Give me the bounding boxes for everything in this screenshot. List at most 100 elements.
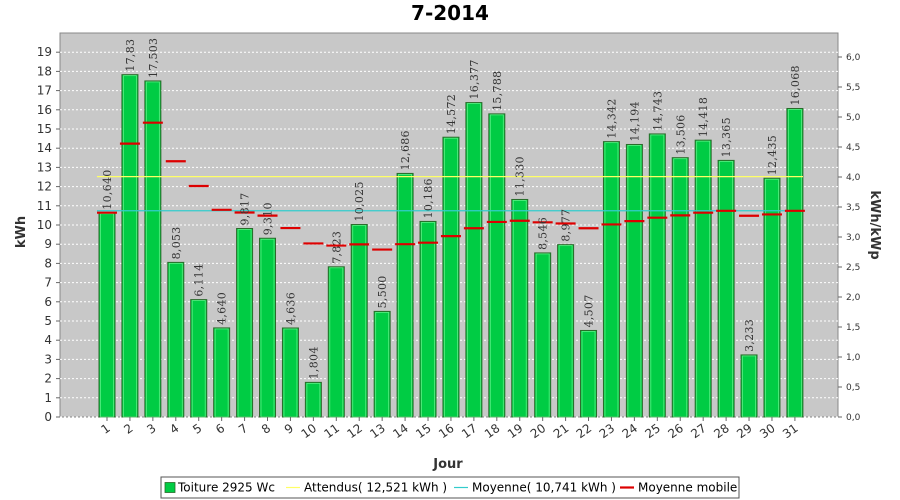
y2-tick-label: 5,5 (846, 83, 860, 93)
bar (488, 113, 506, 418)
y-tick-label: 9 (44, 237, 52, 251)
y2-tick-label: 0,5 (846, 383, 860, 393)
data-label: 7,823 (330, 231, 343, 264)
bar (580, 329, 598, 418)
x-tick-label: 26 (665, 421, 686, 441)
y2-tick-label: 0,0 (846, 413, 861, 423)
x-tick-label: 20 (528, 421, 549, 441)
data-label: 4,640 (216, 292, 229, 325)
data-label: 13,365 (720, 117, 733, 157)
x-tick-label: 15 (413, 421, 434, 441)
x-tick-label: 25 (642, 421, 663, 441)
bar (534, 252, 552, 418)
bar (694, 139, 712, 418)
x-tick-label: 6 (213, 421, 227, 437)
bar (465, 102, 483, 418)
y-tick-label: 8 (44, 256, 52, 270)
x-tick-label: 14 (390, 421, 411, 441)
bar (602, 141, 620, 418)
data-label: 5,500 (376, 275, 389, 308)
bar (121, 74, 139, 418)
y2-tick-label: 3,5 (846, 203, 860, 213)
y2-tick-label: 4,5 (846, 143, 860, 153)
bar (396, 172, 414, 418)
x-tick-label: 31 (780, 421, 801, 441)
y2-tick-label: 1,5 (846, 323, 860, 333)
y-tick-label: 1 (44, 391, 52, 405)
data-label: 10,025 (353, 181, 366, 221)
x-tick-label: 24 (620, 421, 641, 441)
y-tick-label: 4 (44, 333, 52, 347)
data-label: 11,330 (514, 156, 527, 196)
x-tick-label: 3 (144, 421, 158, 437)
legend-swatch (164, 482, 176, 493)
y2-axis-label: kWh/kWp (867, 190, 882, 259)
legend-box (160, 476, 740, 499)
plot-area: 0123456789101112131415161718190,00,51,01… (37, 32, 861, 441)
y-tick-label: 17 (37, 84, 52, 98)
y-tick-label: 18 (37, 64, 52, 78)
x-tick-label: 30 (757, 421, 778, 441)
legend-item: Moyenne( 10,741 kWh ) (454, 481, 616, 495)
data-label: 14,342 (605, 98, 618, 138)
x-tick-label: 29 (734, 421, 755, 441)
data-label: 3,233 (743, 319, 756, 352)
data-label: 14,194 (628, 101, 641, 141)
bar (419, 220, 437, 418)
legend-item: Attendus( 12,521 kWh ) (286, 481, 447, 495)
bar (236, 228, 254, 418)
x-tick-label: 21 (551, 421, 572, 441)
data-label: 15,788 (491, 71, 504, 111)
x-tick-label: 27 (688, 421, 709, 441)
bar (327, 266, 345, 418)
x-tick-label: 23 (597, 421, 618, 441)
chart-title: 7-2014 (411, 1, 489, 25)
x-tick-label: 5 (190, 421, 204, 437)
data-label: 10,640 (101, 169, 114, 209)
y-tick-label: 14 (37, 141, 52, 155)
data-label: 1,804 (307, 346, 320, 379)
bar (740, 354, 758, 418)
legend-item: Moyenne mobile (620, 481, 737, 495)
data-label: 13,506 (674, 114, 687, 154)
y-tick-label: 15 (37, 122, 52, 136)
bar (213, 327, 231, 418)
bar (167, 261, 185, 418)
x-tick-label: 17 (459, 421, 480, 441)
data-label: 9,817 (239, 193, 252, 226)
y-tick-label: 0 (44, 410, 52, 424)
y2-tick-label: 2,0 (846, 293, 861, 303)
data-label: 12,435 (766, 135, 779, 175)
data-label: 8,053 (170, 226, 183, 259)
legend-label: Moyenne mobile (638, 481, 737, 495)
y-tick-label: 5 (44, 314, 52, 328)
data-label: 6,114 (193, 264, 206, 297)
data-label: 17,503 (147, 38, 160, 78)
bar (350, 224, 368, 418)
y-tick-label: 10 (37, 218, 52, 232)
x-tick-label: 1 (98, 421, 112, 437)
y-tick-label: 16 (37, 103, 52, 117)
data-label: 8,977 (560, 209, 573, 242)
data-label: 12,686 (399, 130, 412, 170)
bar (259, 237, 277, 418)
y-tick-label: 2 (44, 372, 52, 386)
x-tick-label: 11 (321, 421, 342, 441)
bar (98, 212, 116, 418)
y-tick-label: 3 (44, 352, 52, 366)
x-tick-label: 8 (259, 421, 273, 437)
legend-label: Moyenne( 10,741 kWh ) (472, 481, 616, 495)
x-tick-label: 22 (574, 421, 595, 441)
data-label: 14,572 (445, 94, 458, 134)
x-tick-label: 13 (367, 421, 388, 441)
bar (281, 327, 299, 418)
y-tick-label: 13 (37, 160, 52, 174)
legend-item: Toiture 2925 Wc (164, 481, 275, 495)
x-axis-label: Jour (432, 457, 463, 472)
data-label: 16,377 (468, 59, 481, 99)
y-tick-label: 19 (37, 45, 52, 59)
x-tick-label: 9 (282, 421, 296, 437)
x-tick-label: 10 (299, 421, 320, 441)
y2-tick-label: 5,0 (846, 113, 861, 123)
